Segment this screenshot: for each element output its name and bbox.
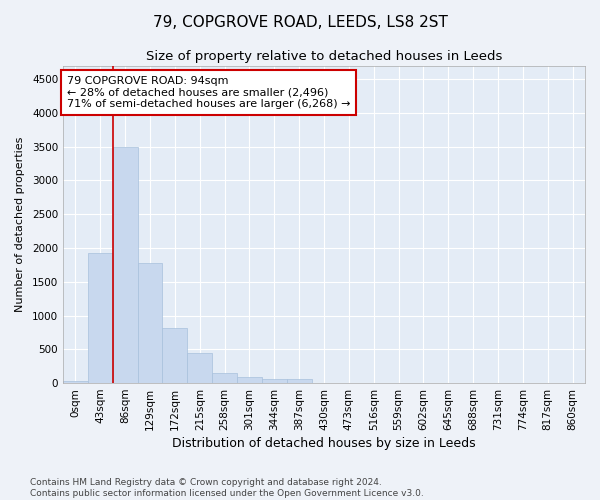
Bar	[88, 254, 113, 383]
Bar	[163, 328, 187, 383]
Bar	[287, 380, 311, 383]
X-axis label: Distribution of detached houses by size in Leeds: Distribution of detached houses by size …	[172, 437, 476, 450]
Bar	[187, 352, 212, 383]
Text: 79 COPGROVE ROAD: 94sqm
← 28% of detached houses are smaller (2,496)
71% of semi: 79 COPGROVE ROAD: 94sqm ← 28% of detache…	[67, 76, 350, 109]
Title: Size of property relative to detached houses in Leeds: Size of property relative to detached ho…	[146, 50, 502, 63]
Text: Contains HM Land Registry data © Crown copyright and database right 2024.
Contai: Contains HM Land Registry data © Crown c…	[30, 478, 424, 498]
Text: 79, COPGROVE ROAD, LEEDS, LS8 2ST: 79, COPGROVE ROAD, LEEDS, LS8 2ST	[152, 15, 448, 30]
Y-axis label: Number of detached properties: Number of detached properties	[15, 136, 25, 312]
Bar	[137, 263, 163, 383]
Bar	[237, 377, 262, 383]
Bar	[212, 372, 237, 383]
Bar	[262, 378, 287, 383]
Bar	[113, 146, 137, 383]
Bar	[63, 381, 88, 383]
